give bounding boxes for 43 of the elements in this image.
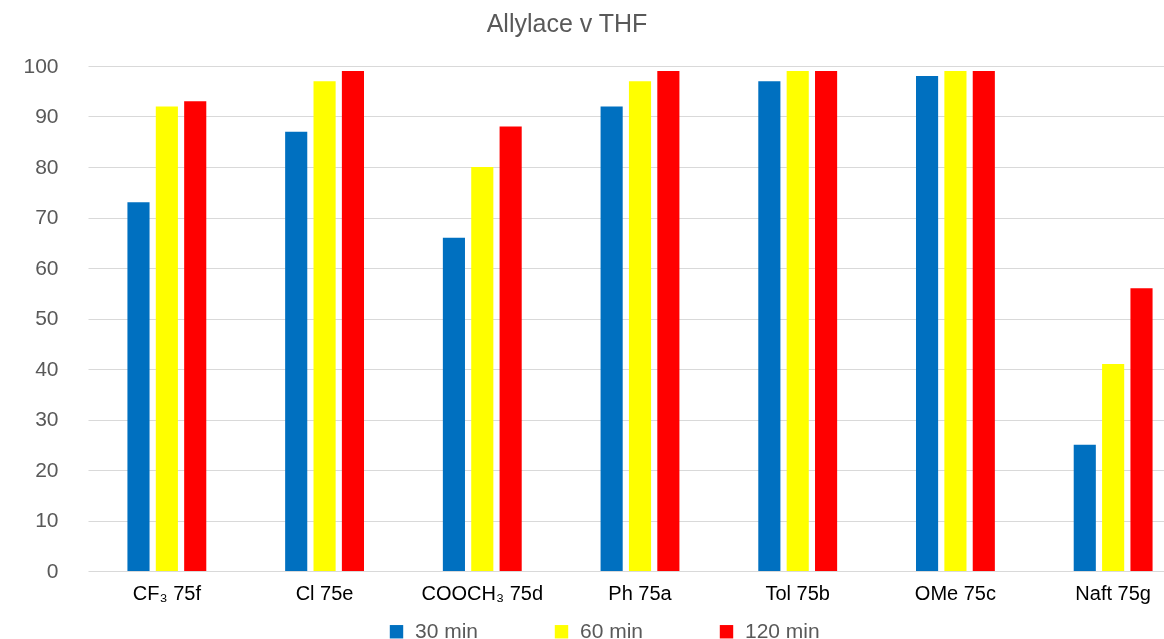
bar xyxy=(916,76,939,571)
bar xyxy=(600,106,623,571)
x-tick-label: Tol 75b xyxy=(765,581,830,604)
y-tick-label: 70 xyxy=(35,205,59,228)
bar xyxy=(628,81,652,571)
chart-title: Allylace v THF xyxy=(486,9,648,37)
bar xyxy=(657,71,680,571)
bar xyxy=(127,202,150,571)
bar xyxy=(341,71,364,571)
y-tick-label: 30 xyxy=(35,407,59,430)
y-tick-label: 90 xyxy=(35,104,59,127)
bar xyxy=(758,81,781,571)
y-tick-label: 80 xyxy=(35,154,59,178)
x-tick-label: Ph 75a xyxy=(608,581,673,604)
bar xyxy=(786,71,809,571)
bar xyxy=(944,71,967,571)
bar xyxy=(313,81,336,571)
y-tick-label: 40 xyxy=(35,356,59,380)
y-tick-label: 60 xyxy=(35,255,59,279)
y-tick-label: 10 xyxy=(35,508,59,531)
y-tick-label: 100 xyxy=(23,53,59,77)
y-tick-label: 20 xyxy=(35,457,59,481)
bar xyxy=(815,71,838,571)
x-tick-label: Cl 75e xyxy=(295,581,354,604)
legend-label: 30 min xyxy=(415,618,479,639)
bar xyxy=(972,71,995,571)
x-tick-label: OMe 75c xyxy=(914,581,997,604)
bar xyxy=(442,237,465,571)
bar xyxy=(1073,444,1096,571)
legend-label: 120 min xyxy=(745,618,820,639)
legend-label: 60 min xyxy=(580,618,644,639)
bar xyxy=(1130,288,1153,571)
bar xyxy=(471,167,494,571)
bar xyxy=(499,126,522,571)
y-tick-label: 0 xyxy=(46,558,59,582)
x-tick-label: Naft 75g xyxy=(1075,581,1151,604)
y-tick-label: 50 xyxy=(35,306,59,329)
bar xyxy=(1102,363,1125,571)
bar xyxy=(285,131,308,571)
bar xyxy=(155,106,178,571)
bar xyxy=(184,101,207,571)
x-tick-label: COOCH₃ 75d xyxy=(421,581,544,604)
x-tick-label: CF₃ 75f xyxy=(132,581,202,604)
